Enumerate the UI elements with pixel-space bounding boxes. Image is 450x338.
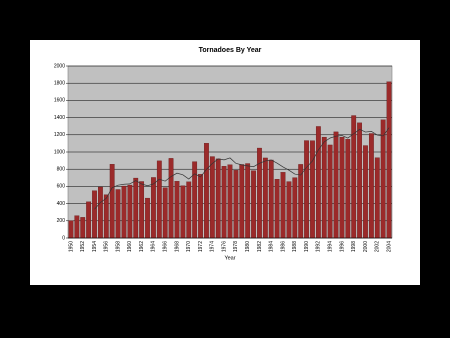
x-tick-label: 1994: [327, 241, 333, 252]
bar: [127, 184, 133, 239]
bar: [239, 164, 245, 239]
bar: [198, 174, 203, 239]
bar: [368, 133, 374, 239]
bar: [262, 157, 268, 239]
bar: [156, 160, 162, 239]
bar: [192, 161, 198, 239]
bar: [186, 181, 192, 239]
bar: [121, 185, 127, 239]
x-tick-label: 1978: [233, 241, 239, 252]
bar: [162, 187, 168, 239]
x-axis-title: Year: [224, 255, 235, 261]
x-tick-label: 1970: [186, 241, 192, 252]
bar: [86, 201, 92, 239]
x-tick-label: 1996: [339, 241, 345, 252]
bar: [286, 181, 292, 239]
bar: [92, 190, 97, 239]
bar: [109, 164, 115, 239]
bar: [327, 144, 333, 239]
bar: [380, 119, 386, 239]
bar: [227, 164, 233, 239]
bar: [215, 158, 221, 239]
y-tick-label: 1800: [54, 81, 65, 87]
y-tick-label: 600: [57, 184, 66, 190]
x-tick-label: 1958: [115, 241, 121, 252]
x-tick-label: 1950: [68, 241, 74, 252]
bar: [339, 136, 345, 239]
x-tick-label: 1986: [280, 241, 286, 252]
y-tick-label: 0: [62, 235, 65, 241]
bar: [298, 164, 304, 239]
bar: [145, 197, 150, 239]
bar: [139, 181, 145, 239]
x-tick-label: 1962: [139, 241, 145, 252]
bar: [363, 145, 368, 239]
bar: [386, 81, 392, 239]
x-tick-label: 1966: [163, 241, 169, 252]
bar: [151, 177, 156, 239]
x-tick-label: 1984: [269, 241, 275, 252]
bar: [315, 126, 321, 239]
bar: [233, 170, 239, 239]
bar: [98, 186, 103, 239]
y-tick-label: 800: [57, 167, 66, 173]
bar: [103, 194, 109, 239]
bar: [310, 140, 315, 239]
bar: [204, 143, 209, 239]
bar: [180, 185, 186, 239]
bar: [345, 139, 351, 239]
x-tick-label: 1964: [151, 241, 157, 252]
bar: [115, 189, 121, 239]
bar: [292, 177, 298, 239]
chart-title: Tornadoes By Year: [199, 47, 262, 54]
bar: [374, 157, 380, 239]
x-tick-label: 1960: [127, 241, 133, 252]
y-tick-label: 2000: [54, 63, 65, 69]
x-tick-label: 1952: [80, 241, 86, 252]
bar: [280, 172, 286, 239]
bar: [321, 136, 327, 239]
bar: [268, 159, 274, 239]
bar: [357, 122, 362, 239]
x-tick-label: 1980: [245, 241, 251, 252]
x-tick-label: 1956: [104, 241, 110, 252]
x-tick-label: 1968: [174, 241, 180, 252]
bar: [274, 179, 280, 239]
bar: [245, 163, 251, 239]
x-tick-label: 2004: [386, 241, 392, 252]
x-tick-label: 1988: [292, 241, 298, 252]
y-tick-label: 1600: [54, 98, 65, 104]
x-tick-label: 1954: [92, 241, 98, 252]
x-tick-label: 1998: [351, 241, 357, 252]
y-tick-label: 1400: [54, 115, 65, 121]
y-tick-label: 200: [57, 218, 66, 224]
x-tick-label: 1990: [304, 241, 310, 252]
bar: [80, 217, 86, 239]
bar: [257, 147, 262, 239]
trend-line: [94, 127, 390, 210]
bar: [168, 158, 174, 239]
bar: [74, 215, 80, 239]
bar: [304, 140, 309, 239]
bar: [333, 131, 339, 239]
x-tick-label: 1974: [210, 241, 216, 252]
bar: [133, 177, 139, 239]
bar: [251, 170, 256, 239]
bar: [209, 156, 215, 239]
y-tick-label: 1000: [54, 149, 65, 155]
bar: [221, 166, 227, 239]
y-tick-label: 400: [57, 201, 66, 207]
y-tick-label: 1200: [54, 132, 65, 138]
x-tick-label: 2002: [375, 241, 381, 252]
x-tick-label: 1972: [198, 241, 204, 252]
x-tick-label: 1992: [316, 241, 322, 252]
x-tick-label: 1976: [221, 241, 227, 252]
bar: [68, 220, 74, 239]
bar: [174, 181, 180, 239]
x-tick-label: 1982: [257, 241, 263, 252]
x-tick-label: 2000: [363, 241, 369, 252]
